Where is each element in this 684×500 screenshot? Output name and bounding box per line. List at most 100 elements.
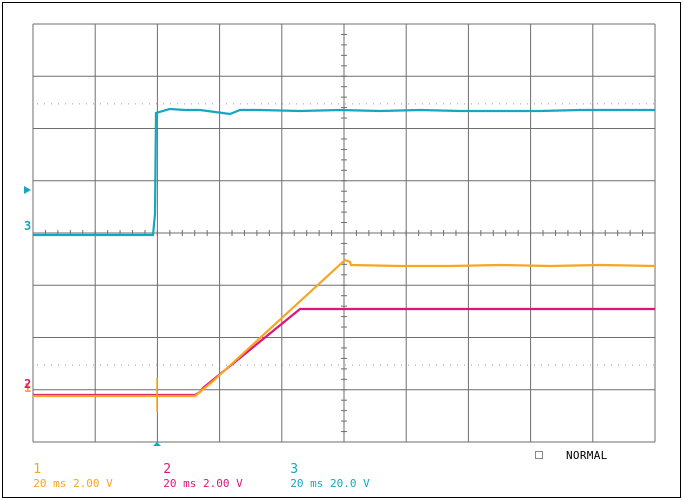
guide-dot <box>79 103 80 105</box>
guide-dot <box>93 364 94 366</box>
channel-2-settings: 2 20 ms 2.00 V <box>150 449 243 491</box>
acquisition-mode: NORMAL <box>566 449 608 462</box>
guide-dot <box>317 364 318 366</box>
guide-dot <box>492 103 493 105</box>
guide-dot <box>86 364 87 366</box>
guide-dot <box>282 364 283 366</box>
guide-dot <box>114 103 115 105</box>
guide-dot <box>590 364 591 366</box>
guide-dot <box>352 364 353 366</box>
guide-dot <box>548 103 549 105</box>
guide-dot <box>639 103 640 105</box>
guide-dot <box>324 103 325 105</box>
guide-dot <box>583 103 584 105</box>
guide-dot <box>457 364 458 366</box>
guide-dot <box>289 103 290 105</box>
guide-dot <box>415 103 416 105</box>
guide-dot <box>534 103 535 105</box>
guide-dot <box>142 103 143 105</box>
channel-3-trace <box>33 107 655 237</box>
guide-dot <box>65 103 66 105</box>
channel-2-ground-marker: 2 <box>24 377 31 391</box>
guide-dot <box>296 364 297 366</box>
guide-dot <box>373 364 374 366</box>
guide-dot <box>611 364 612 366</box>
guide-dot <box>338 364 339 366</box>
guide-dot <box>625 364 626 366</box>
guide-dot <box>156 103 157 105</box>
guide-dot <box>506 364 507 366</box>
guide-dot <box>219 103 220 105</box>
guide-dot <box>527 103 528 105</box>
guide-dot <box>72 364 73 366</box>
guide-dot <box>37 364 38 366</box>
guide-dot <box>44 103 45 105</box>
guide-dot <box>310 103 311 105</box>
guide-dot <box>380 103 381 105</box>
guide-dot <box>268 103 269 105</box>
guide-dot <box>44 364 45 366</box>
guide-dot <box>135 103 136 105</box>
guide-dot <box>100 364 101 366</box>
guide-dot <box>219 364 220 366</box>
guide-dot <box>646 103 647 105</box>
guide-dot <box>569 103 570 105</box>
guide-dot <box>422 103 423 105</box>
guide-dot <box>79 364 80 366</box>
guide-dot <box>583 364 584 366</box>
guide-dot <box>261 103 262 105</box>
channel-3-settings: 3 20 ms 20.0 V <box>277 449 369 491</box>
guide-dot <box>331 103 332 105</box>
guide-dot <box>226 103 227 105</box>
guide-dot <box>541 103 542 105</box>
guide-dot <box>422 364 423 366</box>
guide-dot <box>359 364 360 366</box>
guide-dot <box>569 364 570 366</box>
guide-dot <box>401 364 402 366</box>
guide-dot <box>282 103 283 105</box>
guide-dot <box>289 364 290 366</box>
guide-dot <box>156 364 157 366</box>
guide-dot <box>443 103 444 105</box>
guide-dot <box>331 364 332 366</box>
guide-dot <box>436 364 437 366</box>
guide-dot <box>618 103 619 105</box>
channel-1-scale: 20 ms 2.00 V <box>33 477 113 490</box>
guide-dot <box>408 103 409 105</box>
guide-dot <box>464 364 465 366</box>
channel-1-number: 1 <box>33 462 42 477</box>
graticule <box>32 23 656 443</box>
guide-dot <box>506 103 507 105</box>
guide-dot <box>303 364 304 366</box>
guide-dot <box>107 103 108 105</box>
guide-dot <box>590 103 591 105</box>
channel-2-scale: 20 ms 2.00 V <box>163 477 243 490</box>
channel-1-trace <box>33 258 656 398</box>
guide-dot <box>394 364 395 366</box>
guide-dot <box>359 103 360 105</box>
guide-dot <box>184 364 185 366</box>
guide-dot <box>163 364 164 366</box>
guide-dot <box>380 364 381 366</box>
guide-dot <box>345 103 346 105</box>
guide-dot <box>114 364 115 366</box>
guide-dot <box>37 103 38 105</box>
guide-dot <box>394 103 395 105</box>
guide-dot <box>254 103 255 105</box>
guide-dot <box>100 103 101 105</box>
guide-dot <box>485 103 486 105</box>
guide-dot <box>373 103 374 105</box>
guide-dot <box>520 103 521 105</box>
guide-dot <box>240 364 241 366</box>
guide-dot <box>72 103 73 105</box>
guide-dot <box>450 364 451 366</box>
guide-dot <box>555 103 556 105</box>
guide-dot <box>436 103 437 105</box>
guide-dot <box>408 364 409 366</box>
guide-dot <box>646 364 647 366</box>
guide-dot <box>653 103 654 105</box>
guide-dot <box>58 364 59 366</box>
guide-dot <box>184 103 185 105</box>
